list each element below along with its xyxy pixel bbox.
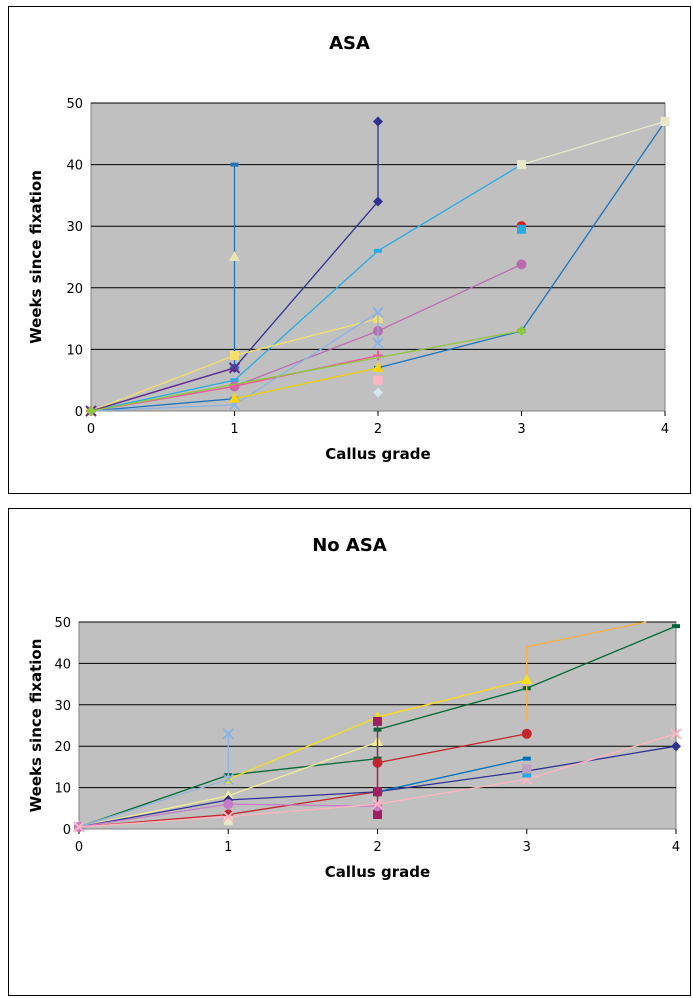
data-point <box>372 801 383 812</box>
series <box>229 251 240 261</box>
data-point <box>372 361 384 372</box>
y-tick-label: 30 <box>66 220 83 235</box>
x-tick-label: 0 <box>87 422 95 437</box>
series-line <box>90 367 235 412</box>
y-tick-label: 10 <box>66 343 83 358</box>
data-point <box>672 624 680 629</box>
y-tick-label: 0 <box>63 823 71 838</box>
data-point <box>670 728 682 740</box>
x-tick-label: 4 <box>672 840 680 855</box>
asa-chart-panel: ASA 0 10 20 30 40 50 0 1 2 3 4 Callus grade Weeks si… <box>8 6 691 494</box>
series <box>86 325 527 416</box>
series <box>517 224 526 234</box>
y-tick-label: 20 <box>66 282 83 297</box>
x-tick-label: 2 <box>374 422 382 437</box>
y-tick-label: 40 <box>66 159 83 174</box>
series <box>373 375 383 385</box>
y-tick-label: 50 <box>54 616 71 631</box>
data-point <box>372 306 384 319</box>
data-point <box>371 798 384 810</box>
data-point <box>521 673 533 684</box>
data-point <box>229 392 240 403</box>
data-point <box>223 816 233 826</box>
data-point <box>373 375 383 385</box>
data-point <box>373 787 382 797</box>
series <box>517 116 670 170</box>
x-axis-label: Callus grade <box>325 445 430 463</box>
y-tick-label: 50 <box>66 97 83 112</box>
series <box>223 816 233 826</box>
data-point <box>373 196 383 207</box>
y-axis-label: Weeks since fixation <box>27 639 45 813</box>
y-tick-label: 10 <box>54 782 71 797</box>
data-point <box>671 741 681 752</box>
series <box>229 361 384 403</box>
data-point <box>373 810 382 820</box>
x-tick-label: 2 <box>373 840 381 855</box>
series-line <box>90 311 379 412</box>
y-tick-label: 20 <box>54 740 71 755</box>
data-point <box>373 387 383 398</box>
x-tick-label: 3 <box>523 840 531 855</box>
data-point <box>516 325 527 336</box>
x-tick-label: 4 <box>661 422 669 437</box>
x-tick-label: 0 <box>75 840 83 855</box>
x-axis-label: Callus grade <box>325 863 430 881</box>
y-tick-label: 40 <box>54 657 71 672</box>
x-tick-label: 1 <box>230 422 238 437</box>
data-point <box>373 116 383 127</box>
x-tick-label: 3 <box>517 422 525 437</box>
data-point <box>522 756 531 761</box>
data-point <box>73 821 85 833</box>
series-line <box>90 164 522 412</box>
data-point <box>222 789 234 800</box>
data-point <box>222 773 234 786</box>
data-point <box>373 350 383 361</box>
series <box>373 387 383 398</box>
asa-chart-svg: 0 10 20 30 40 50 0 1 2 3 4 Callus grade Weeks since … <box>27 97 670 463</box>
y-tick-label: 30 <box>54 699 71 714</box>
data-point <box>230 351 239 361</box>
y-axis-label: Weeks since fixation <box>27 170 45 344</box>
data-point <box>660 116 670 126</box>
chart-title: ASA <box>329 33 370 54</box>
data-point <box>517 160 526 170</box>
y-tick-label: 0 <box>75 405 83 420</box>
series-line <box>90 330 522 412</box>
series-line <box>234 367 379 400</box>
data-point <box>223 799 234 810</box>
data-point <box>228 362 241 374</box>
series <box>522 764 532 774</box>
data-point <box>222 728 234 740</box>
data-point <box>230 162 239 167</box>
data-point <box>222 810 234 823</box>
data-point <box>521 728 532 739</box>
data-point <box>229 251 240 261</box>
data-point <box>372 337 384 349</box>
data-point <box>522 764 532 774</box>
series <box>73 728 682 833</box>
data-point <box>374 248 382 253</box>
data-point <box>229 381 240 392</box>
no-asa-chart-svg: 0 10 20 30 40 50 0 1 2 3 4 Callus grade Weeks since … <box>27 616 682 881</box>
series-line <box>521 120 666 166</box>
series-line <box>377 757 527 793</box>
no-asa-chart-panel: No ASA 0 10 20 30 40 50 0 1 2 3 4 Callus grade Weeks… <box>8 508 691 996</box>
chart-title: No ASA <box>312 535 387 556</box>
x-tick-label: 1 <box>224 840 232 855</box>
data-point <box>516 259 527 270</box>
data-point <box>230 378 239 383</box>
data-point <box>373 716 382 726</box>
data-point <box>517 224 526 234</box>
data-point <box>86 406 96 416</box>
